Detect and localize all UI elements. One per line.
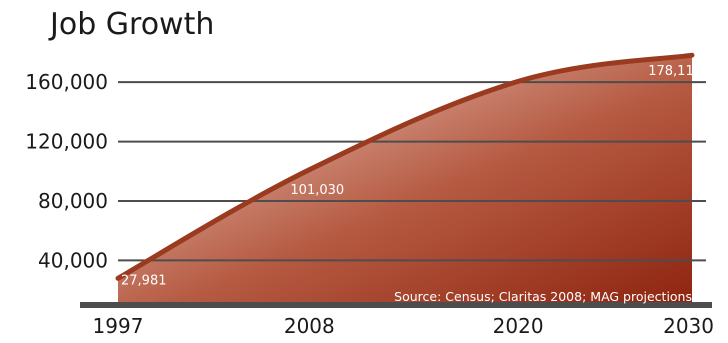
line-layer: [115, 52, 695, 281]
y-tick-label: 80,000: [38, 189, 108, 213]
x-tick-label: 2030: [663, 314, 714, 338]
axis-layer: 40,000 80,000 120,000 160,000 1997 2008 2020 20…: [25, 70, 714, 338]
data-label: 27,981: [121, 273, 167, 288]
area-layer: [118, 55, 692, 306]
x-tick-label: 2020: [493, 314, 544, 338]
x-tick-label: 2008: [284, 314, 335, 338]
source-note: Source: Census; Claritas 2008; MAG proje…: [394, 289, 692, 304]
y-tick-label: 160,000: [25, 70, 108, 94]
x-tick-label: 1997: [93, 314, 144, 338]
chart-title: Job Growth: [48, 7, 214, 42]
series-line: [115, 52, 695, 281]
area-fill: [118, 55, 692, 306]
data-label-layer: 27,981 101,030 178,116: [121, 64, 702, 288]
data-label: 178,116: [648, 64, 702, 79]
y-tick-label: 120,000: [25, 130, 108, 154]
grid-layer: [118, 81, 706, 262]
y-tick-label: 40,000: [38, 248, 108, 272]
data-label: 101,030: [290, 183, 344, 198]
